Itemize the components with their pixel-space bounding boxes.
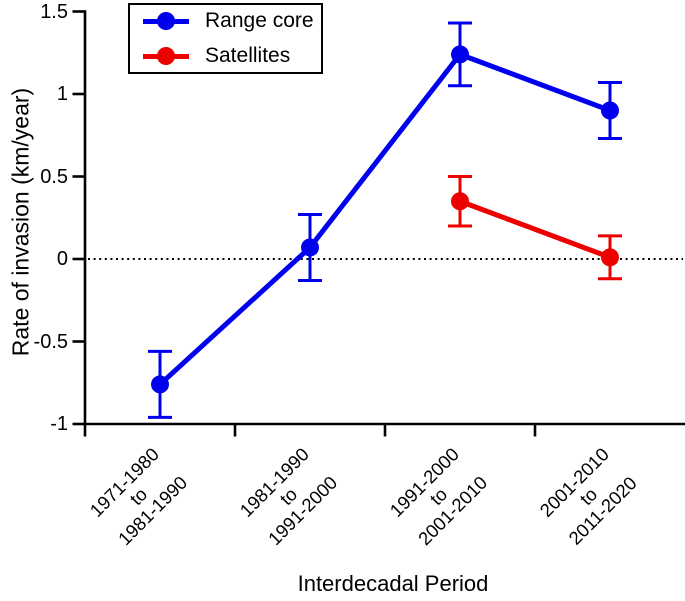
circle-marker-icon — [157, 47, 175, 65]
data-point-marker — [151, 375, 169, 394]
circle-marker-icon — [157, 12, 175, 30]
y-tick-label: -1 — [50, 413, 68, 435]
y-tick-label: 0.5 — [40, 165, 68, 188]
legend-entry-satellites: Satellites — [143, 41, 321, 71]
y-tick-label: 0 — [56, 248, 68, 270]
y-axis-title: Rate of invasion (km/year) — [7, 87, 34, 357]
data-point-marker — [451, 45, 469, 64]
data-point-marker — [601, 248, 619, 267]
y-tick-label: 1.5 — [40, 0, 68, 23]
legend-symbol-range-core — [143, 12, 189, 30]
legend: Range core Satellites — [128, 3, 323, 74]
data-point-marker — [601, 101, 619, 120]
legend-entry-range-core: Range core — [143, 6, 321, 36]
data-point-marker — [301, 238, 319, 257]
y-tick-label: -0.5 — [33, 330, 68, 353]
series-line-0 — [158, 51, 611, 387]
y-tick-label: 1 — [56, 83, 68, 105]
series-line-1 — [459, 198, 611, 260]
legend-symbol-satellites — [143, 47, 189, 65]
data-point-marker — [451, 192, 469, 211]
x-axis-title: Interdecadal Period — [297, 571, 489, 596]
legend-label-satellites: Satellites — [205, 44, 291, 67]
legend-label-range-core: Range core — [205, 9, 314, 32]
